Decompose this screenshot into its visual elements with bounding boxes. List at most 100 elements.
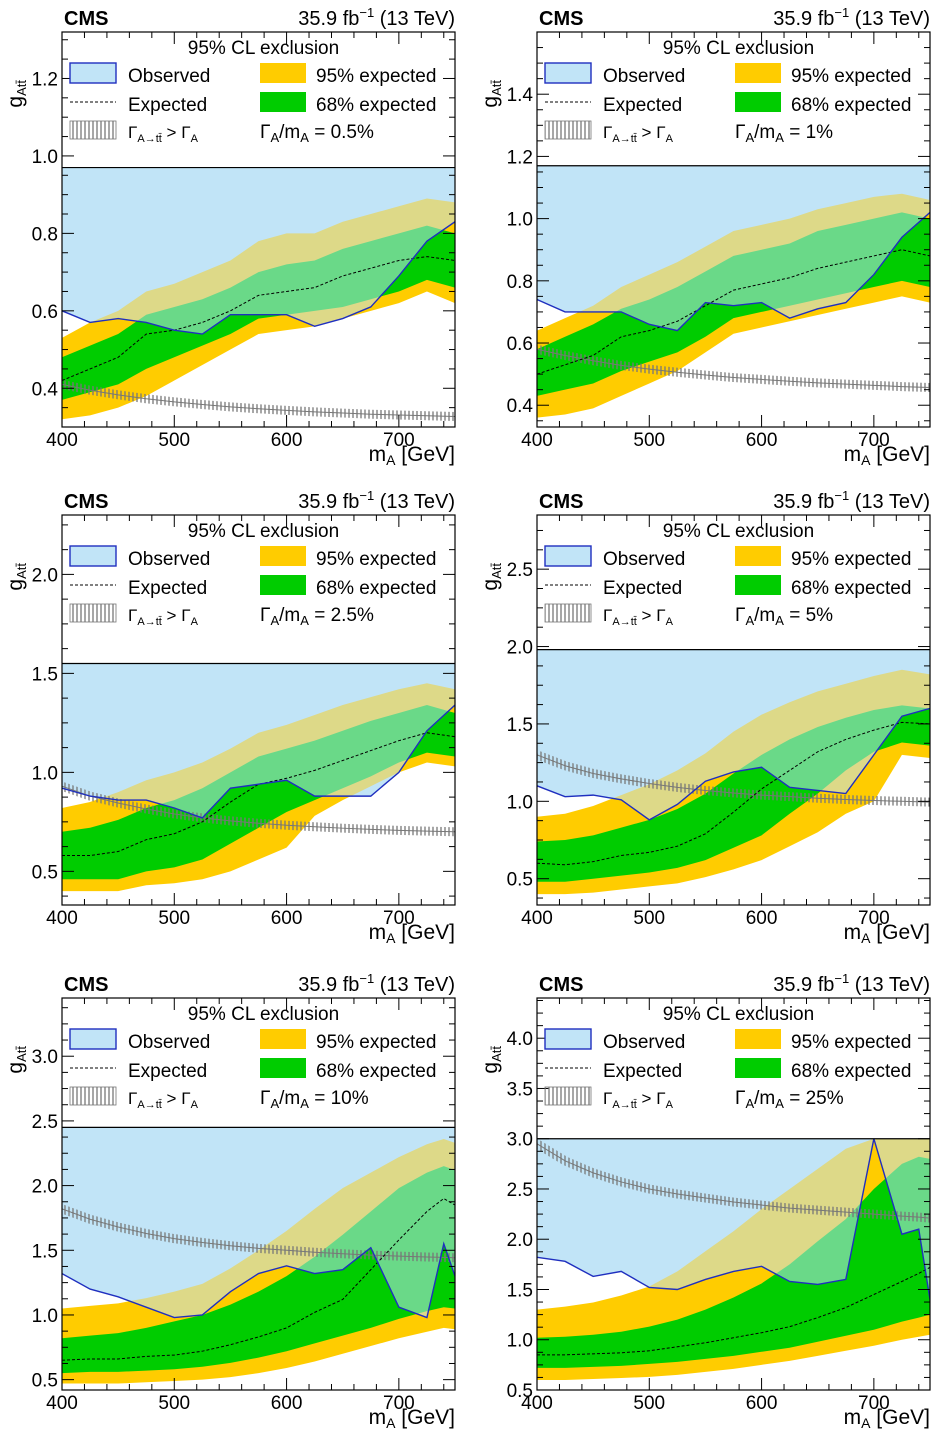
legend-title: 95% CL exclusion — [663, 38, 814, 59]
legend-expected-label: Expected — [128, 578, 207, 599]
legend-background — [537, 998, 930, 1139]
lumi-label: 35.9 fb−1 (13 TeV) — [298, 971, 455, 996]
y-tick-label: 2.5 — [507, 1180, 533, 1201]
x-tick-label: 400 — [521, 908, 553, 929]
legend-width-value: ΓA/mA = 5% — [735, 605, 833, 628]
experiment-label: CMS — [64, 974, 108, 996]
experiment-label: CMS — [539, 491, 583, 513]
legend-title: 95% CL exclusion — [663, 1004, 814, 1025]
x-tick-label: 500 — [158, 1393, 190, 1414]
observed-overlay — [537, 165, 930, 331]
width-limit-edge — [537, 348, 930, 388]
y-tick-label: 1.0 — [507, 210, 533, 231]
experiment-label: CMS — [539, 8, 583, 30]
legend-95-label: 95% expected — [791, 66, 911, 87]
legend-observed-label: Observed — [603, 1032, 685, 1053]
legend-width-label: ΓA→tt̄ > ΓA — [603, 123, 674, 145]
observed-line — [537, 707, 930, 821]
width-limit-edge — [62, 1208, 455, 1259]
x-axis-label: mA [GeV] — [369, 1406, 455, 1431]
y-tick-label: 1.2 — [507, 147, 533, 168]
legend-title: 95% CL exclusion — [188, 521, 339, 542]
y-tick-label: 0.4 — [507, 396, 534, 417]
legend-observed-swatch — [69, 545, 117, 567]
experiment-label: CMS — [64, 8, 108, 30]
y-tick-label: 1.0 — [32, 1306, 58, 1327]
legend-background — [62, 515, 455, 664]
legend-width-swatch — [544, 1086, 592, 1106]
legend-width-value: ΓA/mA = 1% — [735, 122, 833, 145]
y-tick-label: 4.0 — [507, 1029, 533, 1050]
legend-observed-swatch — [544, 545, 592, 567]
axes-frame — [61, 997, 456, 1391]
width-limit-edge — [62, 785, 455, 833]
y-tick-label: 1.0 — [32, 763, 58, 784]
legend-95-swatch — [735, 1029, 781, 1049]
y-tick-label: 1.5 — [32, 664, 58, 685]
plot-area — [62, 663, 455, 892]
plot-area — [537, 1138, 930, 1380]
x-tick-label: 500 — [633, 908, 665, 929]
lumi-label: 35.9 fb−1 (13 TeV) — [773, 5, 930, 30]
legend-expected-label: Expected — [128, 1061, 207, 1082]
x-tick-label: 400 — [46, 1393, 78, 1414]
observed-line — [62, 221, 455, 335]
legend-width-swatch — [69, 120, 117, 140]
x-tick-label: 600 — [271, 908, 303, 929]
x-tick-label: 600 — [746, 430, 778, 451]
y-axis-label: gAtt̄ — [479, 563, 504, 591]
y-axis-label: gAtt̄ — [479, 1046, 504, 1074]
legend-width-swatch — [69, 1086, 117, 1106]
x-tick-label: 700 — [383, 908, 415, 929]
plot-area — [537, 649, 930, 895]
legend-95-label: 95% expected — [316, 66, 436, 87]
y-tick-label: 3.0 — [32, 1047, 58, 1068]
observed-line — [537, 211, 930, 332]
y-tick-label: 2.0 — [507, 1230, 533, 1251]
expected-line — [62, 732, 455, 857]
lumi-label: 35.9 fb−1 (13 TeV) — [773, 488, 930, 513]
x-axis-label: mA [GeV] — [844, 921, 930, 946]
legend-expected-label: Expected — [603, 1061, 682, 1082]
observed-line — [62, 704, 455, 819]
lumi-label: 35.9 fb−1 (13 TeV) — [298, 488, 455, 513]
legend-expected-label: Expected — [128, 95, 207, 116]
legend-expected-label: Expected — [603, 95, 682, 116]
y-tick-label: 0.5 — [32, 862, 58, 883]
legend-95-label: 95% expected — [316, 549, 436, 570]
legend-width-value: ΓA/mA = 25% — [735, 1088, 844, 1111]
observed-line — [537, 1138, 930, 1300]
legend-95-swatch — [260, 546, 306, 566]
legend-width-swatch — [544, 120, 592, 140]
x-axis-label: mA [GeV] — [844, 443, 930, 468]
legend-observed-swatch — [544, 1028, 592, 1050]
legend-width-label: ΓA→tt̄ > ΓA — [128, 606, 199, 628]
x-tick-label: 700 — [383, 430, 415, 451]
y-tick-label: 1.5 — [507, 1280, 533, 1301]
legend-68-label: 68% expected — [791, 1061, 911, 1082]
legend-expected-label: Expected — [603, 578, 682, 599]
legend-95-label: 95% expected — [791, 549, 911, 570]
y-tick-label: 0.8 — [507, 272, 533, 293]
expected-line — [62, 256, 455, 381]
y-tick-label: 1.5 — [507, 715, 533, 736]
y-tick-label: 1.2 — [32, 69, 58, 90]
width-limit-edge — [537, 1143, 930, 1219]
x-tick-label: 700 — [383, 1393, 415, 1414]
legend-observed-label: Observed — [128, 549, 210, 570]
observed-overlay — [537, 1138, 930, 1300]
x-tick-label: 700 — [858, 1393, 890, 1414]
x-tick-label: 400 — [46, 430, 78, 451]
legend-title: 95% CL exclusion — [188, 1004, 339, 1025]
x-tick-label: 500 — [633, 1393, 665, 1414]
expected-line — [62, 1197, 455, 1361]
experiment-label: CMS — [539, 974, 583, 996]
width-limit-edge — [62, 383, 455, 418]
legend-observed-label: Observed — [603, 549, 685, 570]
legend-width-label: ΓA→tt̄ > ΓA — [603, 606, 674, 628]
y-tick-label: 0.5 — [507, 1381, 533, 1402]
